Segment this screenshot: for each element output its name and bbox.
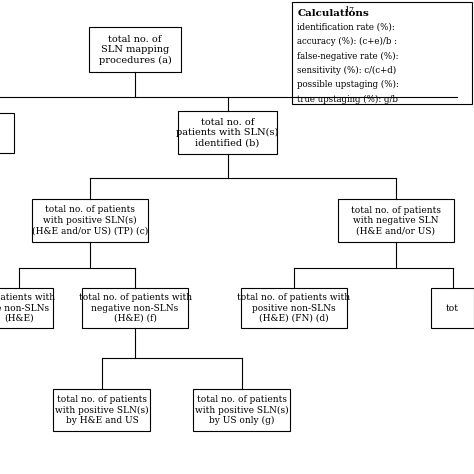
Text: total no. of patients with
negative non-SLNs
(H&E) (f): total no. of patients with negative non-… <box>79 293 191 323</box>
Text: total no. of patients
with positive SLN(s)
by H&E and US: total no. of patients with positive SLN(… <box>55 395 149 425</box>
FancyBboxPatch shape <box>193 389 290 431</box>
Text: identification rate (%):: identification rate (%): <box>297 23 395 32</box>
Text: tot: tot <box>446 304 459 312</box>
FancyBboxPatch shape <box>292 2 472 104</box>
Text: total no. of
SLN mapping
procedures (a): total no. of SLN mapping procedures (a) <box>99 35 172 65</box>
FancyBboxPatch shape <box>89 27 181 72</box>
Text: true upstaging (%): g/b: true upstaging (%): g/b <box>297 95 398 104</box>
Text: Calculations: Calculations <box>297 9 369 18</box>
Text: total no. of
patients with SLN(s)
identified (b): total no. of patients with SLN(s) identi… <box>176 118 279 148</box>
Text: total no. of patients
with negative SLN
(H&E and/or US): total no. of patients with negative SLN … <box>351 206 441 235</box>
Text: total no. of patients
with positive SLN(s)
by US only (g): total no. of patients with positive SLN(… <box>195 395 289 425</box>
Text: false-negative rate (%):: false-negative rate (%): <box>297 52 399 61</box>
Text: total no. of patients with
positive non-SLNs
(H&E) (FN) (d): total no. of patients with positive non-… <box>237 293 350 323</box>
FancyBboxPatch shape <box>32 199 148 242</box>
FancyBboxPatch shape <box>431 288 474 328</box>
FancyBboxPatch shape <box>178 111 277 154</box>
FancyBboxPatch shape <box>0 288 53 328</box>
FancyBboxPatch shape <box>0 113 14 153</box>
Text: 17: 17 <box>344 6 354 14</box>
Text: of patients with
ive non-SLNs
(H&E): of patients with ive non-SLNs (H&E) <box>0 293 55 323</box>
FancyBboxPatch shape <box>82 288 188 328</box>
Text: sensitivity (%): c/(c+d): sensitivity (%): c/(c+d) <box>297 66 396 75</box>
FancyBboxPatch shape <box>337 199 454 242</box>
Text: total no. of patients
with positive SLN(s)
(H&E and/or US) (TP) (c): total no. of patients with positive SLN(… <box>32 205 148 236</box>
FancyBboxPatch shape <box>53 389 151 431</box>
Text: possible upstaging (%):: possible upstaging (%): <box>297 80 399 90</box>
Text: accuracy (%): (c+e)/b :: accuracy (%): (c+e)/b : <box>297 37 397 46</box>
FancyBboxPatch shape <box>240 288 347 328</box>
